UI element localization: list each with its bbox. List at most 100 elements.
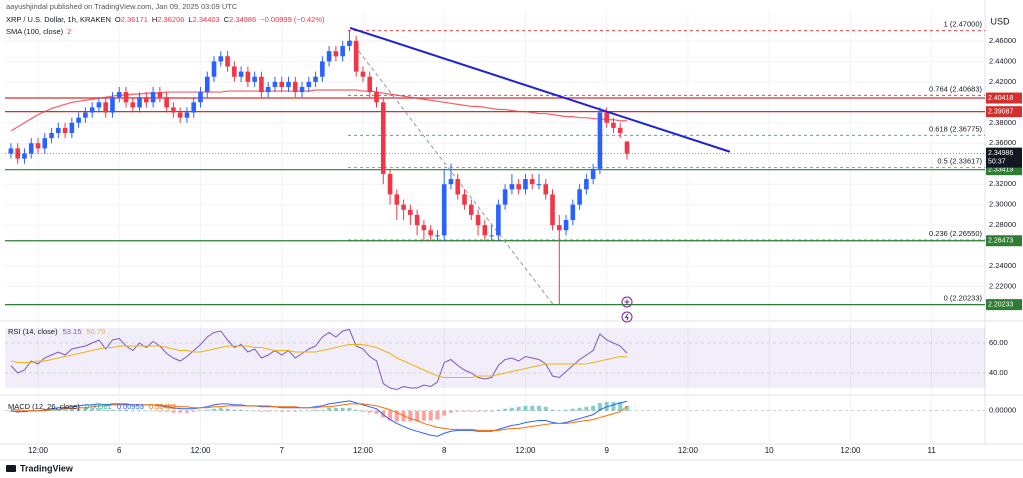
histogram-bar: [103, 409, 108, 411]
fib-label: 1 (2.47000): [944, 20, 983, 29]
candle-body: [624, 141, 630, 154]
legend: XRP / U.S. Dollar, 1h, KRAKEN O2.36171 H2.…: [6, 15, 325, 24]
candle-body: [529, 179, 535, 185]
candle-body: [408, 209, 413, 215]
price-tag: [986, 106, 1022, 118]
candle-body: [482, 225, 488, 236]
histogram-bar: [462, 410, 467, 412]
logo: [6, 465, 16, 472]
candle-body: [590, 168, 596, 180]
candle-body: [428, 230, 433, 236]
currency: USD: [990, 16, 1010, 26]
histogram-bar: [388, 410, 393, 421]
candle-body: [184, 112, 190, 118]
fib-label: 0.618 (2.36775): [929, 124, 982, 133]
legend-key: L: [188, 15, 192, 24]
candle-body: [435, 235, 440, 237]
candle-body: [320, 61, 325, 77]
sma-line: [10, 89, 627, 132]
histogram-bar: [523, 405, 528, 411]
histogram-bar: [591, 405, 596, 411]
tool-icons: [621, 296, 633, 323]
histogram-bar: [584, 406, 589, 411]
histogram-bar: [286, 410, 291, 412]
candle-body: [313, 76, 318, 82]
pane-legend-name: RSI (14, close): [8, 327, 58, 336]
candle-body: [137, 97, 142, 108]
indicator-line: [10, 400, 628, 437]
x-tick-label: 12:00: [28, 446, 49, 455]
candle-body: [62, 127, 68, 134]
histogram-bar: [76, 408, 81, 411]
candle-body: [171, 107, 176, 113]
histogram-bar: [144, 410, 149, 412]
candle-body: [292, 81, 298, 93]
countdown: 50:37: [988, 158, 1006, 165]
pane-legend-value: 53.15: [63, 327, 82, 336]
histogram-bar: [408, 410, 413, 422]
histogram-bar: [577, 407, 582, 411]
candle-body: [299, 86, 305, 93]
indicator-line: [10, 344, 628, 379]
price-tag: [986, 299, 1022, 311]
candle-body: [225, 56, 230, 67]
candle-body: [333, 51, 339, 57]
histogram-bar: [597, 402, 602, 411]
x-tick-label: 12:00: [678, 446, 699, 455]
histogram-bar: [448, 410, 453, 413]
candle-body: [543, 184, 549, 195]
x-tick-label: 10: [765, 446, 774, 455]
candle-body: [157, 92, 163, 98]
candle-body: [123, 92, 129, 103]
candle-body: [110, 97, 115, 113]
candle-body: [475, 214, 481, 226]
x-tick-label: 12:00: [190, 446, 211, 455]
histogram-bar: [564, 409, 569, 411]
candle-body: [570, 204, 576, 221]
pane-legend-name: MACD (12, 26, close): [8, 402, 80, 411]
histogram-bar: [96, 408, 101, 411]
candle-body: [89, 107, 95, 113]
y-tick-label: 2.32000: [989, 179, 1016, 188]
last-price-tag: [986, 147, 1022, 168]
histogram-bar: [184, 410, 189, 413]
histogram-bar: [476, 410, 481, 412]
histogram-bar: [225, 408, 230, 411]
candle-body: [272, 81, 278, 87]
candle-body: [394, 194, 400, 205]
histogram-bar: [137, 410, 142, 412]
histogram-bar: [509, 407, 514, 411]
histogram-bar: [293, 410, 298, 412]
candle-body: [347, 40, 352, 47]
candle-body: [353, 40, 359, 72]
price-tag-label: 2.33419: [988, 167, 1013, 174]
candle-body: [563, 220, 569, 231]
pane-legend: RSI (14, close) 53.15 50.79: [8, 327, 105, 336]
histogram-bar: [611, 401, 616, 411]
histogram-bar: [191, 410, 196, 412]
candle-body: [536, 184, 542, 186]
candle-body: [265, 86, 271, 93]
candle-body: [35, 143, 41, 149]
histogram-bar: [618, 401, 623, 411]
histogram-bar: [442, 410, 447, 416]
histogram-bar: [69, 408, 74, 411]
fib-label: 0.5 (2.33617): [937, 157, 982, 166]
candle-body: [380, 102, 386, 174]
indicator-line: [10, 328, 628, 391]
histogram-bar: [300, 410, 305, 412]
histogram-bar: [272, 410, 277, 412]
candle-body: [252, 76, 257, 82]
histogram-bar: [550, 409, 555, 411]
pane-legend-value: 0.00501: [85, 402, 112, 411]
fib-label: 0.236 (2.26550): [929, 229, 982, 238]
histogram-bar: [482, 410, 487, 412]
candle-body: [164, 97, 169, 108]
fib-label: 0.764 (2.40683): [929, 84, 982, 93]
candle-body: [211, 61, 217, 77]
candle-body: [279, 81, 285, 87]
histogram-bar: [212, 408, 217, 411]
candle-body: [326, 51, 332, 62]
histogram-bar: [63, 409, 68, 411]
